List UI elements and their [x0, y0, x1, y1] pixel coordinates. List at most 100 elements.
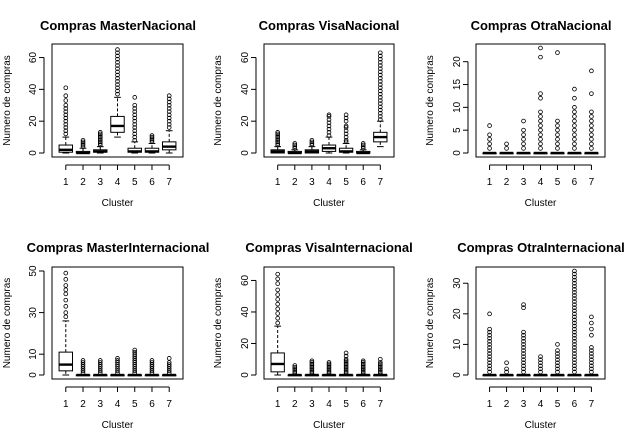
outlier-point: [487, 329, 492, 335]
box-cluster-5: [338, 350, 354, 377]
box-cluster-1: [482, 123, 497, 155]
outlier-point: [521, 332, 526, 338]
outlier-point: [360, 360, 366, 365]
outlier-point: [275, 287, 280, 293]
outlier-point: [555, 366, 560, 372]
outlier-point: [343, 367, 349, 373]
outlier-point: [360, 366, 366, 371]
x-tick-label: 7: [166, 177, 172, 188]
x-tick-label: 5: [555, 399, 561, 410]
outlier-point: [292, 371, 298, 376]
outlier-point: [378, 53, 383, 59]
outlier-point: [343, 128, 349, 134]
x-tick-label: 2: [504, 177, 510, 188]
outlier-point: [132, 118, 138, 124]
outlier-point: [166, 99, 172, 105]
x-tick-label: 6: [572, 399, 578, 410]
outlier-point: [326, 126, 332, 132]
outlier-point: [80, 358, 86, 363]
outlier-point: [555, 360, 560, 366]
y-tick-label: 20: [452, 56, 463, 68]
outlier-point: [343, 123, 349, 129]
outlier-point: [487, 123, 492, 128]
outlier-point: [572, 137, 577, 142]
plot-panel-2: Compras VisaNacional Cluster Numero de com…: [213, 18, 399, 209]
outlier-point: [572, 351, 577, 356]
outlier-point: [378, 366, 383, 371]
outlier-point: [538, 357, 543, 363]
x-axis-label: Cluster: [525, 420, 557, 431]
outlier-point: [521, 132, 526, 138]
x-tick-label: 7: [378, 177, 384, 188]
outlier-point: [326, 366, 332, 371]
box-cluster-7: [584, 68, 599, 155]
outlier-point: [166, 109, 172, 114]
outlier-point: [149, 136, 155, 141]
outlier-point: [572, 314, 577, 320]
outlier-point: [589, 345, 594, 350]
box-cluster-3: [93, 130, 108, 154]
outlier-point: [572, 305, 577, 311]
outlier-point: [555, 348, 560, 353]
outlier-point: [487, 357, 492, 363]
x-tick-label: 7: [166, 399, 172, 410]
box-cluster-4: [110, 47, 125, 138]
outlier-point: [343, 118, 349, 124]
outlier-point: [538, 360, 543, 366]
outlier-point: [343, 356, 349, 362]
box: [58, 351, 74, 372]
outlier-point: [487, 354, 492, 359]
outlier-point: [572, 357, 577, 363]
outlier-point: [555, 342, 560, 347]
outlier-point: [378, 91, 383, 97]
outlier-point: [572, 146, 577, 151]
outlier-point: [166, 118, 172, 124]
outlier-point: [343, 125, 349, 130]
outlier-point: [97, 141, 103, 146]
outlier-point: [326, 117, 332, 122]
outlier-point: [378, 69, 383, 75]
outlier-point: [63, 270, 69, 276]
y-tick-label: 0: [28, 372, 39, 378]
outlier-point: [378, 117, 383, 122]
outlier-point: [378, 88, 383, 94]
outlier-point: [572, 302, 577, 307]
outlier-point: [343, 139, 349, 145]
x-tick-label: 3: [97, 177, 103, 188]
outlier-point: [309, 371, 315, 376]
outlier-point: [487, 326, 492, 332]
box-cluster-3: [93, 358, 108, 377]
outlier-point: [555, 141, 560, 147]
outlier-point: [326, 369, 332, 375]
outlier-point: [63, 122, 69, 127]
x-tick-label: 1: [275, 399, 281, 410]
x-tick-label: 3: [521, 399, 527, 410]
y-tick-label: 20: [240, 337, 251, 349]
outlier-point: [521, 348, 526, 353]
outlier-point: [343, 358, 349, 364]
outlier-point: [572, 109, 577, 115]
outlier-point: [538, 369, 543, 375]
outlier-point: [275, 134, 280, 140]
outlier-point: [589, 354, 594, 359]
outlier-point: [572, 348, 577, 353]
outlier-point: [572, 363, 577, 369]
y-tick-label: 10: [452, 338, 463, 350]
outlier-point: [504, 141, 509, 147]
outlier-point: [521, 118, 526, 124]
outlier-point: [521, 345, 526, 350]
box: [270, 352, 285, 373]
x-tick-label: 4: [326, 177, 332, 188]
outlier-point: [572, 283, 577, 289]
box-cluster-6: [356, 141, 371, 155]
x-tick-label: 5: [343, 177, 349, 188]
x-tick-label: 1: [487, 399, 493, 410]
plot-title: Compras OtraNacional: [471, 18, 612, 33]
y-tick-label: 10: [452, 101, 463, 113]
outlier-point: [326, 133, 332, 138]
outlier-point: [521, 360, 526, 366]
outlier-point: [555, 354, 560, 359]
outlier-point: [149, 134, 155, 140]
outlier-point: [309, 369, 315, 375]
outlier-point: [378, 104, 383, 110]
